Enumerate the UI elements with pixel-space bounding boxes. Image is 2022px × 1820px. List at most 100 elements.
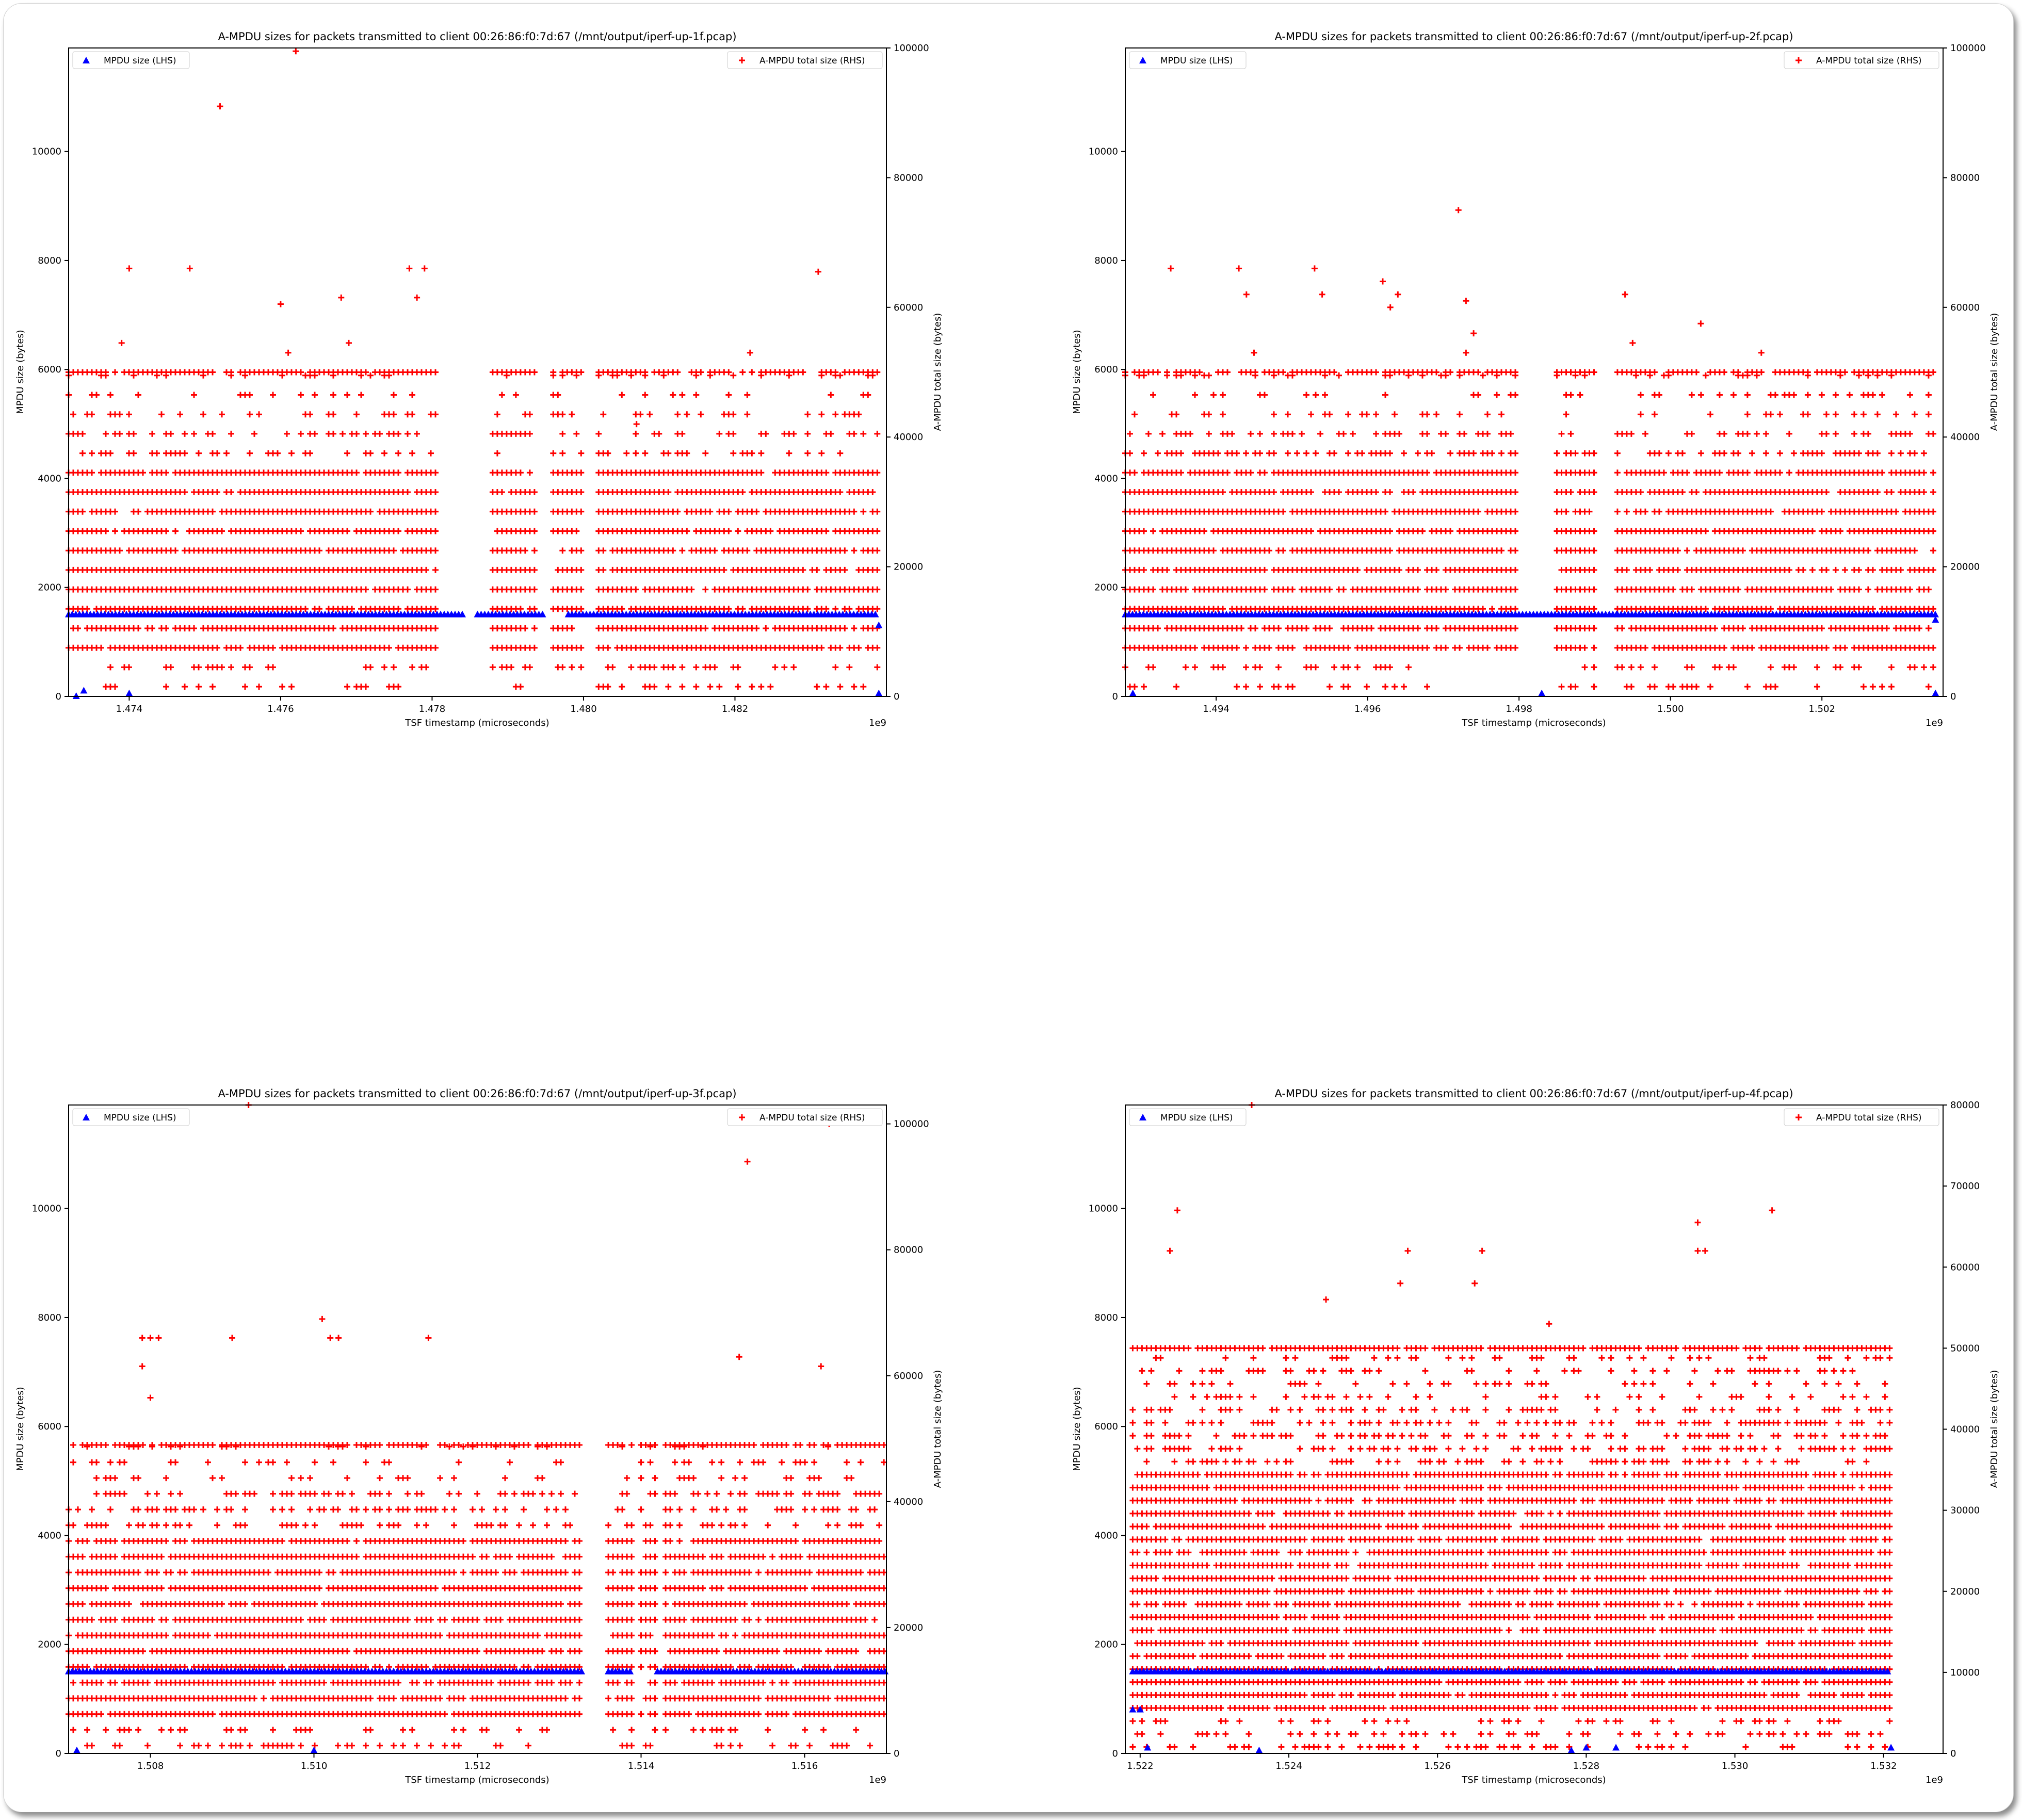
ampdu-point [1777,469,1783,476]
ampdu-point [1327,411,1333,417]
ampdu-point [1689,431,1695,437]
ampdu-point [423,664,429,670]
ampdu-point [247,664,253,670]
ampdu-point [1266,645,1272,651]
ampdu-point [623,450,629,457]
ampdu-point [1424,411,1430,417]
ampdu-point [1387,489,1393,495]
ampdu-point [103,1442,109,1448]
ampdu-point [1879,684,1885,690]
legend-label-ampdu: A-MPDU total size (RHS) [1816,56,1922,66]
ampdu-point [1475,509,1481,515]
ampdu-point [1819,450,1825,457]
ampdu-point [1930,431,1936,437]
ampdu-point [1582,645,1588,651]
ampdu-point [1392,411,1398,417]
ampdu-point [89,1743,95,1749]
ampdu-point [1313,664,1319,670]
y-tick-label-left: 8000 [38,255,61,266]
ampdu-point [1675,567,1681,573]
ampdu-point [578,509,584,515]
ampdu-point [1271,450,1277,457]
ampdu-point [1512,450,1518,457]
ampdu-point [284,431,290,437]
ampdu-point [140,1522,146,1529]
ampdu-point [1679,450,1686,457]
ampdu-point [1559,684,1565,690]
ampdu-point [1698,450,1704,457]
ampdu-point [1638,664,1644,670]
ampdu-point [1512,625,1518,631]
ampdu-point [1447,450,1453,457]
ampdu-point [1415,625,1421,631]
ampdu-point [307,411,313,417]
ampdu-point [1415,450,1421,457]
ampdu-point [1577,392,1583,398]
ampdu-point [205,1459,211,1466]
ampdu-point [1387,664,1393,670]
ampdu-point [1921,664,1927,670]
ampdu-point [367,450,374,457]
ampdu-point [1930,645,1936,651]
ampdu-point [1373,369,1379,376]
ampdu-point [494,411,500,417]
ampdu-point [126,1727,132,1733]
ampdu-point [874,369,880,376]
ampdu-point [79,1554,86,1560]
ampdu-point [1150,664,1156,670]
ampdu-point [1308,489,1314,495]
ampdu-point [804,450,811,457]
ampdu-point [182,1538,188,1544]
ampdu-point [1619,625,1625,631]
ampdu-point [1563,411,1570,417]
ampdu-point [1192,392,1198,398]
ampdu-point [744,392,750,398]
ampdu-point [744,411,750,417]
ampdu-point [381,664,387,670]
ampdu-point [1926,411,1932,417]
y-tick-label-right: 100000 [894,43,929,54]
x-axis-label: TSF timestamp (microseconds) [405,718,549,728]
ampdu-point [1187,431,1193,437]
ampdu-point [851,684,857,690]
ampdu-point [172,1459,179,1466]
ampdu-point [182,489,188,495]
ampdu-point [84,606,90,612]
ampdu-point [1800,567,1806,573]
ampdu-point [828,392,834,398]
ampdu-point [1368,625,1374,631]
ampdu-point [1870,392,1876,398]
ampdu-point [550,450,556,457]
ampdu-point [149,1617,155,1623]
ampdu-point [168,1491,174,1497]
ampdu-point [126,1522,132,1529]
ampdu-point [89,469,95,476]
y-tick-label-left: 2000 [1094,582,1118,593]
ampdu-point [522,547,528,554]
ampdu-point [837,684,843,690]
chart-panel-3: A-MPDU sizes for packets transmitted to … [15,1087,943,1785]
ampdu-point [409,392,415,398]
ampdu-point [559,547,565,554]
y-tick-label-right: 100000 [1950,43,1986,54]
ampdu-outlier [1380,279,1386,285]
ampdu-point [1833,411,1839,417]
ampdu-point [1628,431,1635,437]
ampdu-point [707,509,713,515]
ampdu-point [874,645,880,651]
ampdu-point [1823,431,1830,437]
ampdu-outlier [338,295,344,301]
ampdu-point [1475,369,1481,376]
ampdu-point [182,1727,188,1733]
ampdu-point [247,392,253,398]
ampdu-point [1382,392,1388,398]
ampdu-point [367,372,374,379]
ampdu-point [432,489,439,495]
ampdu-point [288,450,295,457]
ampdu-point [1359,450,1365,457]
ampdu-point [1178,469,1184,476]
ampdu-point [1345,450,1351,457]
x-tick-label: 1.500 [1657,704,1684,714]
ampdu-point [1856,567,1862,573]
ampdu-point [1512,547,1518,554]
